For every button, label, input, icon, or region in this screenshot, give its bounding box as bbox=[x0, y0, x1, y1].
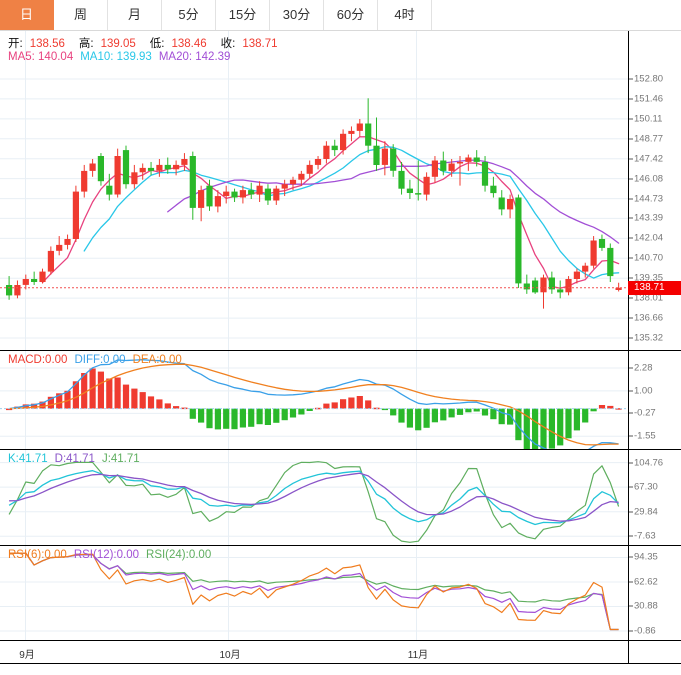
kdj-tick: 104.76 bbox=[629, 457, 663, 468]
kdj-tick: 67.30 bbox=[629, 482, 658, 493]
kdj-legend-j: J:41.71 bbox=[101, 453, 140, 465]
kdj-axis: 104.76 67.30 29.84 -7.63 bbox=[628, 450, 681, 545]
rsi-legend-24: RSI(24):0.00 bbox=[146, 549, 212, 561]
tab-3[interactable]: 5分 bbox=[162, 0, 216, 30]
price-tick: 152.80 bbox=[629, 74, 663, 85]
kdj-legend-k: K:41.71 bbox=[8, 453, 48, 465]
bottom-border bbox=[0, 663, 681, 664]
price-tick: 139.35 bbox=[629, 273, 663, 284]
ma5-legend: MA5: 140.04 bbox=[8, 51, 74, 63]
price-tick: 151.46 bbox=[629, 93, 663, 104]
kdj-tick: 29.84 bbox=[629, 506, 658, 517]
close-value: 138.71 bbox=[242, 38, 278, 50]
rsi-legend: RSI(6):0.00 RSI(12):0.00 RSI(24):0.00 bbox=[8, 549, 218, 561]
macd-tick: -0.27 bbox=[629, 408, 656, 419]
time-axis: 9月 10月 11月 bbox=[0, 640, 628, 664]
time-axis-corner bbox=[628, 640, 681, 664]
price-tick: 136.66 bbox=[629, 313, 663, 324]
rsi-tick: 62.62 bbox=[629, 576, 658, 587]
open-value: 138.56 bbox=[29, 38, 65, 50]
kdj-legend: K:41.71 D:41.71 J:41.71 bbox=[8, 453, 147, 465]
macd-plot[interactable] bbox=[0, 351, 628, 450]
tabbar-filler bbox=[432, 0, 681, 30]
price-tick: 146.08 bbox=[629, 173, 663, 184]
price-plot[interactable] bbox=[0, 31, 628, 350]
tab-2[interactable]: 月 bbox=[108, 0, 162, 30]
rsi-tick: -0.86 bbox=[629, 625, 656, 636]
open-label: 开: bbox=[8, 38, 23, 50]
price-tick: 142.04 bbox=[629, 233, 663, 244]
price-panel: 152.80 151.46 150.11 148.77 147.42 146.08 144.… bbox=[0, 31, 681, 350]
current-price-tag: 138.71 bbox=[628, 280, 681, 295]
x-axis-label: 11月 bbox=[407, 650, 429, 661]
macd-tick: 2.28 bbox=[629, 363, 653, 374]
macd-tick: 1.00 bbox=[629, 385, 653, 396]
ma20-legend: MA20: 142.39 bbox=[158, 51, 231, 63]
price-tick: 138.01 bbox=[629, 293, 663, 304]
price-tick: 144.73 bbox=[629, 193, 663, 204]
ohlc-legend: 开: 138.56 高: 139.05 低: 138.46 收: 138.71 bbox=[8, 35, 292, 51]
macd-legend-diff: DIFF:0.00 bbox=[74, 354, 126, 366]
kdj-tick: -7.63 bbox=[629, 531, 656, 542]
macd-axis: 2.28 1.00 -0.27 -1.55 bbox=[628, 351, 681, 449]
macd-legend-macd: MACD:0.00 bbox=[8, 354, 68, 366]
low-label: 低: bbox=[149, 38, 165, 50]
close-label: 收: bbox=[220, 38, 236, 50]
price-tick: 150.11 bbox=[629, 113, 662, 124]
low-value: 138.46 bbox=[171, 38, 207, 50]
tab-1[interactable]: 周 bbox=[54, 0, 108, 30]
ma10-legend: MA10: 139.93 bbox=[80, 51, 152, 63]
rsi-panel: 94.35 62.62 30.88 -0.86 RSI(6):0.00 RSI(12):… bbox=[0, 545, 681, 641]
high-label: 高: bbox=[78, 38, 94, 50]
high-value: 139.05 bbox=[100, 38, 136, 50]
rsi-tick: 94.35 bbox=[629, 552, 658, 563]
rsi-plot[interactable] bbox=[0, 546, 628, 641]
rsi-tick: 30.88 bbox=[629, 601, 658, 612]
rsi-legend-12: RSI(12):0.00 bbox=[73, 549, 140, 561]
macd-tick: -1.55 bbox=[629, 431, 656, 442]
ma-legend: MA5: 140.04 MA10: 139.93 MA20: 142.39 bbox=[8, 51, 237, 63]
price-tick: 140.70 bbox=[629, 253, 663, 264]
rsi-axis: 94.35 62.62 30.88 -0.86 bbox=[628, 546, 681, 640]
x-axis-label: 9月 bbox=[19, 650, 35, 661]
kdj-panel: 104.76 67.30 29.84 -7.63 K:41.71 D:41.71 J:41… bbox=[0, 449, 681, 546]
x-axis-label: 10月 bbox=[219, 650, 241, 661]
price-tick: 143.39 bbox=[629, 213, 663, 224]
price-tick: 148.77 bbox=[629, 133, 663, 144]
macd-panel: 2.28 1.00 -0.27 -1.55 MACD:0.00 DIFF:0.00 DEA… bbox=[0, 350, 681, 450]
tab-6[interactable]: 60分 bbox=[324, 0, 378, 30]
tab-5[interactable]: 30分 bbox=[270, 0, 324, 30]
tab-7[interactable]: 4时 bbox=[378, 0, 432, 30]
price-tick: 147.42 bbox=[629, 153, 663, 164]
kdj-plot[interactable] bbox=[0, 450, 628, 546]
price-tick: 135.32 bbox=[629, 333, 663, 344]
kdj-legend-d: D:41.71 bbox=[54, 453, 95, 465]
price-axis: 152.80 151.46 150.11 148.77 147.42 146.08 144.… bbox=[628, 31, 681, 350]
rsi-legend-6: RSI(6):0.00 bbox=[8, 549, 67, 561]
tab-4[interactable]: 15分 bbox=[216, 0, 270, 30]
tab-0[interactable]: 日 bbox=[0, 0, 54, 30]
macd-legend-dea: DEA:0.00 bbox=[132, 354, 182, 366]
macd-legend: MACD:0.00 DIFF:0.00 DEA:0.00 bbox=[8, 354, 189, 366]
period-tabbar: 日周月 5分 15分 30分 60分 4时 bbox=[0, 0, 681, 31]
